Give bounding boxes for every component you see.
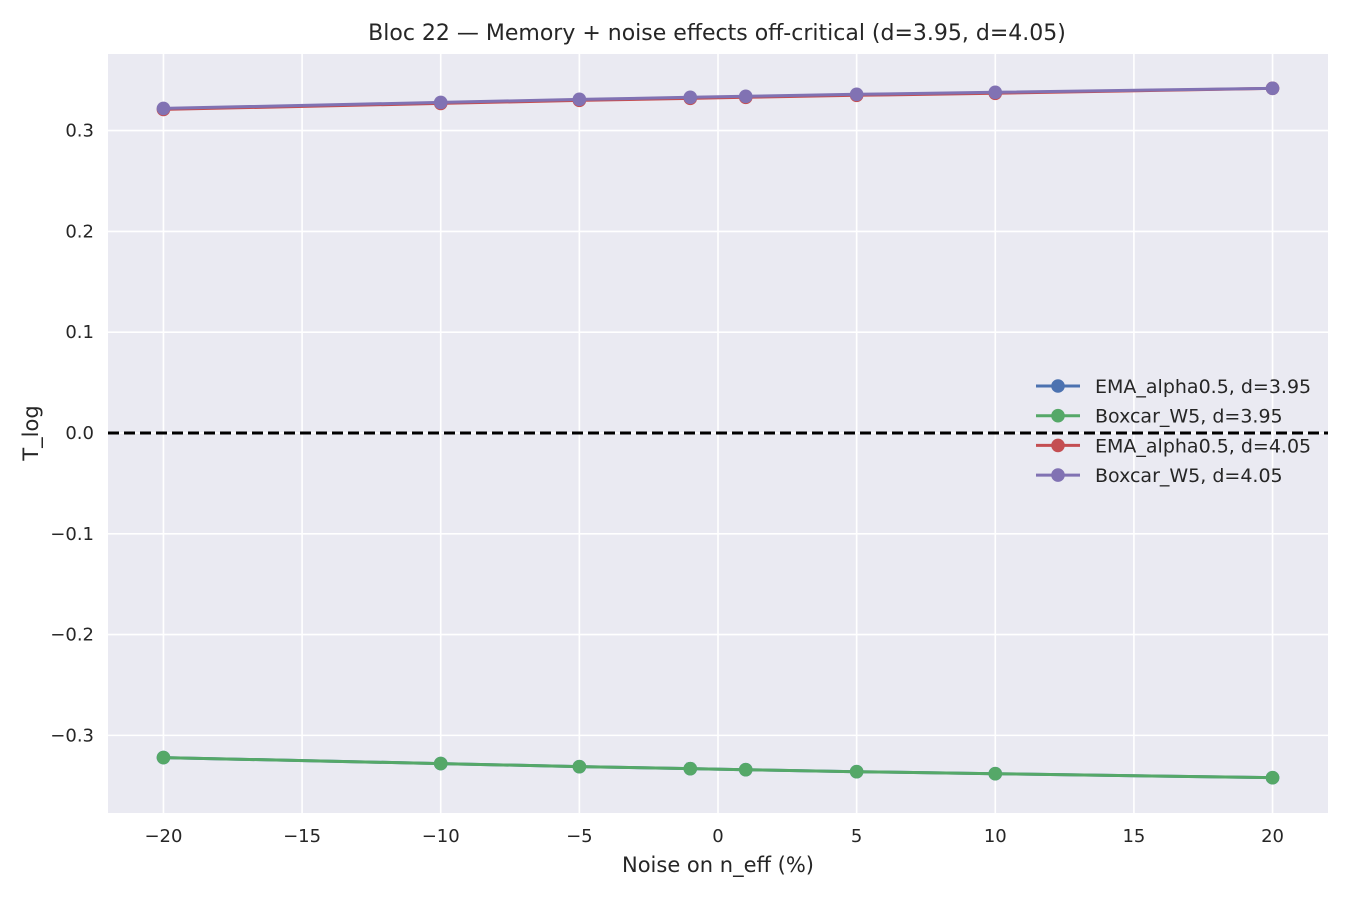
legend-marker	[1051, 468, 1065, 482]
data-point	[988, 766, 1003, 781]
data-point	[738, 762, 753, 777]
data-point	[683, 761, 698, 776]
data-point	[1265, 81, 1280, 96]
data-point	[572, 759, 587, 774]
x-tick-labels: −20 −15 −10 −5 0 5 10 15 20	[144, 826, 1284, 847]
y-tick-label: 0.1	[65, 322, 94, 343]
legend: EMA_alpha0.5, d=3.95 Boxcar_W5, d=3.95 EMA…	[1036, 376, 1311, 487]
legend-label: EMA_alpha0.5, d=3.95	[1095, 376, 1311, 398]
x-tick-label: −15	[283, 826, 321, 847]
data-point	[988, 85, 1003, 100]
series-line	[163, 86, 1273, 110]
x-tick-label: 0	[712, 826, 723, 847]
series-line	[163, 756, 1273, 780]
series-group	[156, 81, 1280, 785]
x-tick-label: 10	[984, 826, 1007, 847]
legend-item: EMA_alpha0.5, d=3.95	[1036, 376, 1311, 398]
y-tick-label: −0.1	[50, 524, 94, 545]
y-tick-label: 0.2	[65, 221, 94, 242]
legend-marker	[1051, 379, 1065, 393]
data-point	[849, 764, 864, 779]
series-4	[156, 81, 1280, 116]
data-point	[572, 92, 587, 107]
legend-marker	[1051, 408, 1065, 423]
y-axis-label: T_log	[19, 405, 44, 461]
y-tick-label: −0.2	[50, 625, 94, 646]
grid	[108, 54, 1328, 813]
legend-marker	[1051, 438, 1065, 453]
y-tick-labels: −0.3 −0.2 −0.1 0.0 0.1 0.2 0.3	[50, 121, 94, 747]
legend-label: Boxcar_W5, d=3.95	[1095, 406, 1283, 428]
legend-label: EMA_alpha0.5, d=4.05	[1095, 435, 1311, 457]
x-axis-label: Noise on n_eff (%)	[622, 853, 814, 878]
x-tick-label: 20	[1261, 826, 1284, 847]
data-point	[738, 89, 753, 104]
y-tick-label: −0.3	[50, 725, 94, 746]
y-tick-label: 0.3	[65, 121, 94, 142]
legend-item: EMA_alpha0.5, d=4.05	[1036, 435, 1311, 457]
data-point	[849, 87, 864, 102]
series-2	[156, 750, 1280, 785]
data-point	[156, 750, 171, 765]
x-tick-label: −20	[144, 826, 182, 847]
legend-item: Boxcar_W5, d=3.95	[1036, 406, 1283, 428]
data-point	[433, 756, 448, 771]
y-tick-label: 0.0	[65, 423, 94, 444]
data-point	[1265, 770, 1280, 785]
x-tick-label: −10	[422, 826, 460, 847]
x-tick-label: 5	[851, 826, 862, 847]
x-tick-label: −5	[566, 826, 593, 847]
data-point	[156, 101, 171, 116]
chart-title: Bloc 22 — Memory + noise effects off-cri…	[368, 21, 1066, 46]
data-point	[683, 90, 698, 105]
legend-item: Boxcar_W5, d=4.05	[1036, 465, 1283, 487]
x-tick-label: 15	[1122, 826, 1145, 847]
data-point	[433, 95, 448, 110]
legend-label: Boxcar_W5, d=4.05	[1095, 465, 1283, 487]
